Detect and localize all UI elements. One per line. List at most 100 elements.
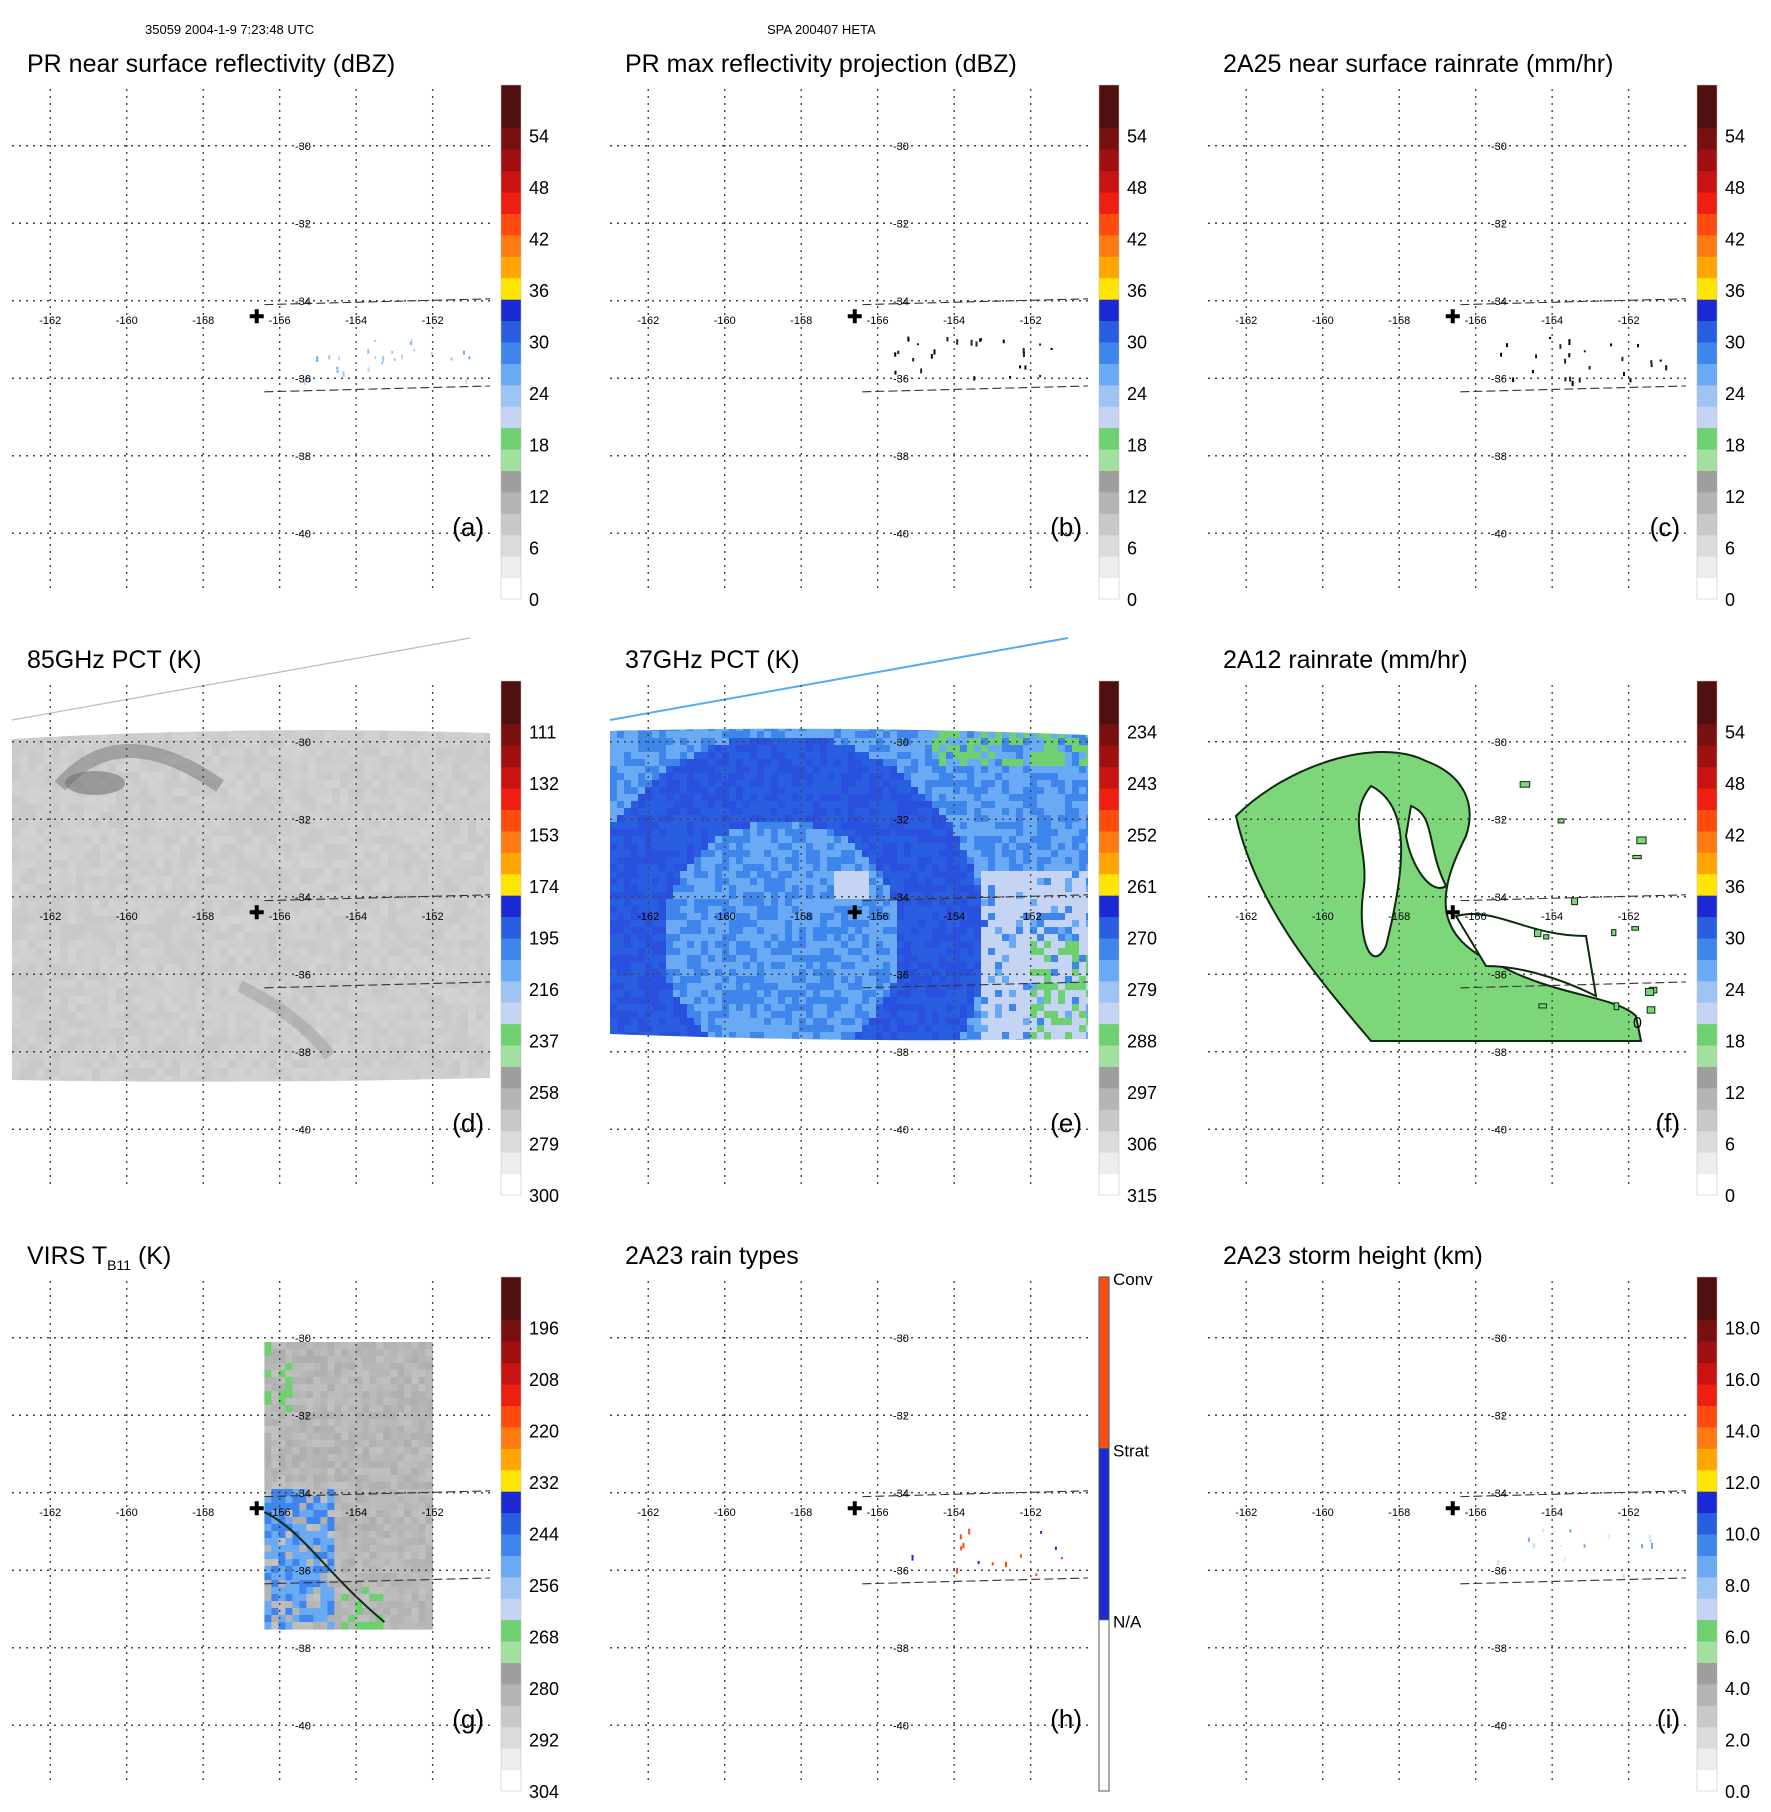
pct-cell [28,820,37,829]
pct-cell [799,836,807,844]
pct-cell [236,804,245,813]
pct-cell [180,1068,189,1077]
pct-cell [834,724,842,732]
pct-cell [827,850,835,858]
pct-cell [827,941,835,949]
pct-cell [890,794,898,802]
pct-cell [172,1004,181,1013]
pct-cell [52,948,61,957]
pct-cell [631,885,639,893]
pct-cell [736,766,744,774]
pct-cell [694,857,702,865]
pct-cell [757,920,765,928]
pct-cell [372,732,381,741]
pct-cell [666,955,674,963]
pct-cell [308,988,317,997]
pct-cell [827,829,835,837]
pct-cell [890,843,898,851]
pct-cell [308,788,317,797]
pct-cell [652,731,660,739]
pct-cell [484,804,493,813]
pct-cell [444,1068,453,1077]
pct-cell [116,988,125,997]
pct-cell [60,1036,69,1045]
pct-cell [806,871,814,879]
latitude-tick-label: -38 [1491,451,1507,463]
pct-cell [701,829,709,837]
pct-cell [666,780,674,788]
pct-cell [617,983,625,991]
pct-cell [468,948,477,957]
pct-cell [841,955,849,963]
pct-cell [764,836,772,844]
pct-cell [883,1025,891,1033]
pct-cell [757,822,765,830]
pct-cell [757,766,765,774]
pct-cell [659,983,667,991]
pct-cell [340,980,349,989]
pct-cell [771,962,779,970]
pct-cell [396,852,405,861]
pct-cell [694,948,702,956]
pct-cell [244,820,253,829]
pct-cell [188,868,197,877]
pct-cell [468,788,477,797]
pct-cell [680,920,688,928]
pct-cell [617,766,625,774]
pct-cell [841,969,849,977]
pct-cell [404,1060,413,1069]
pct-cell [244,1076,253,1085]
pct-cell [364,1012,373,1021]
pct-cell [140,804,149,813]
chart-svg: -30-32-34-36-38-40-162-160-158-156-154-1… [598,636,1186,1216]
pct-cell [236,900,245,909]
pct-cell [468,988,477,997]
pct-cell [792,829,800,837]
pct-cell [460,756,469,765]
pct-cell [722,850,730,858]
pct-cell [806,976,814,984]
pct-cell [869,1032,877,1040]
pct-cell [729,1032,737,1040]
pct-cell [610,724,618,732]
pct-cell [124,1028,133,1037]
pct-cell [204,732,213,741]
pct-cell [484,756,493,765]
pct-cell [771,1004,779,1012]
pct-cell [813,766,821,774]
pct-cell [848,976,856,984]
pct-cell [204,900,213,909]
pct-cell [108,1036,117,1045]
pct-cell [778,857,786,865]
pct-cell [36,940,45,949]
pct-cell [827,962,835,970]
pct-cell [388,764,397,773]
pct-cell [332,1068,341,1077]
pct-cell [806,878,814,886]
pct-cell [638,864,646,872]
pct-cell [404,788,413,797]
pct-cell [340,868,349,877]
pct-cell [316,964,325,973]
pct-cell [20,948,29,957]
pct-cell [420,964,429,973]
pct-cell [617,962,625,970]
pct-cell [228,1036,237,1045]
pct-cell [468,980,477,989]
pct-cell [799,724,807,732]
pct-cell [36,972,45,981]
pct-cell [659,1039,667,1047]
pct-cell [673,794,681,802]
pct-cell [764,752,772,760]
pct-cell [680,724,688,732]
pct-cell [813,941,821,949]
pct-cell [883,1032,891,1040]
pct-cell [680,808,688,816]
pct-cell [324,772,333,781]
pct-cell [228,908,237,917]
pct-cell [244,788,253,797]
pct-cell [20,796,29,805]
pct-cell [380,860,389,869]
pct-cell [813,864,821,872]
pct-cell [60,948,69,957]
